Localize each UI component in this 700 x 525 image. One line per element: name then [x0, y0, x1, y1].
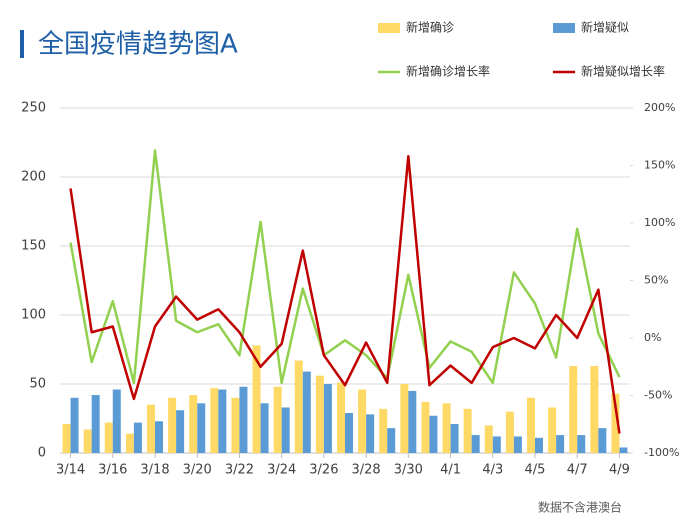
- bar: [231, 397, 240, 453]
- line: [69, 155, 621, 434]
- bar: [598, 428, 607, 453]
- bar: [260, 403, 269, 453]
- y2-tick-label: -100%: [644, 446, 679, 459]
- x-tick-label: 3/14: [56, 463, 85, 478]
- bar: [273, 386, 282, 453]
- x-tick-label: 3/24: [267, 463, 296, 478]
- bar: [548, 407, 557, 453]
- bar: [345, 412, 353, 453]
- x-tick-label: 4/7: [567, 463, 588, 478]
- bar: [210, 388, 219, 453]
- bar: [218, 389, 227, 453]
- bar: [471, 435, 480, 453]
- bar: [358, 389, 367, 453]
- y-tick-label: 250: [21, 101, 46, 116]
- y2-tick-label: 200%: [644, 101, 675, 114]
- bar: [62, 424, 71, 453]
- bar: [125, 433, 134, 453]
- x-tick-label: 3/16: [98, 463, 127, 478]
- y2-tick-label: 100%: [644, 216, 675, 229]
- bar: [429, 415, 438, 453]
- legend-swatch: [378, 23, 400, 33]
- bar: [197, 403, 206, 453]
- y-tick-label: 150: [21, 239, 46, 254]
- bar: [505, 411, 514, 453]
- bar: [315, 375, 324, 453]
- y2-tick-label: 150%: [644, 159, 675, 172]
- bar: [112, 389, 121, 453]
- bar: [83, 429, 92, 453]
- x-tick-label: 3/28: [352, 463, 381, 478]
- legend-label: 新增疑似: [581, 20, 629, 35]
- y2-tick-label: 50%: [644, 274, 668, 287]
- x-tick-label: 3/22: [225, 463, 254, 478]
- legend-label: 新增确诊: [406, 20, 454, 35]
- y-tick-label: 0: [38, 446, 46, 461]
- legend-label: 新增确诊增长率: [406, 64, 490, 79]
- bar: [556, 435, 565, 453]
- bar: [147, 404, 155, 453]
- bar: [463, 408, 472, 453]
- bar: [408, 390, 417, 453]
- x-tick-label: 3/20: [183, 463, 212, 478]
- bar: [611, 393, 620, 453]
- y2-tick-label: -50%: [644, 389, 672, 402]
- chart-title: 全国疫情趋势图A: [38, 30, 238, 60]
- bar: [569, 366, 578, 453]
- bar: [379, 408, 388, 453]
- bar: [176, 410, 185, 453]
- bar: [513, 436, 522, 453]
- bar: [168, 397, 177, 453]
- legend-label: 新增疑似增长率: [581, 64, 665, 79]
- bar: [252, 345, 261, 453]
- bar: [189, 395, 198, 453]
- x-tick-label: 4/3: [482, 463, 503, 478]
- bar: [155, 421, 163, 453]
- bar: [387, 428, 396, 453]
- bar: [323, 384, 332, 453]
- bar: [590, 366, 599, 453]
- bar: [366, 414, 375, 453]
- x-tick-label: 3/30: [394, 463, 423, 478]
- bar: [294, 360, 303, 453]
- y2-tick-label: 0%: [644, 331, 661, 344]
- bar: [484, 425, 493, 453]
- note: 数据不含港澳台: [538, 500, 622, 515]
- bar: [302, 371, 311, 453]
- line: [69, 149, 621, 385]
- bar: [421, 401, 430, 453]
- bar: [442, 403, 451, 453]
- bar: [104, 422, 113, 453]
- bar: [400, 384, 409, 453]
- title-accent: [20, 30, 24, 58]
- bar: [91, 395, 100, 453]
- bar: [70, 397, 79, 453]
- bar: [133, 422, 142, 453]
- bar: [281, 407, 290, 453]
- x-tick-label: 4/9: [609, 463, 630, 478]
- x-tick-label: 4/5: [525, 463, 546, 478]
- bar: [527, 397, 535, 453]
- x-tick-label: 3/18: [140, 463, 169, 478]
- y-tick-label: 100: [21, 308, 46, 323]
- bar: [450, 424, 459, 453]
- x-tick-label: 4/1: [440, 463, 461, 478]
- legend-swatch: [553, 23, 575, 33]
- bar: [619, 447, 628, 453]
- bar: [239, 386, 248, 453]
- y-tick-label: 200: [21, 170, 46, 185]
- bar: [492, 436, 501, 453]
- bar: [577, 435, 586, 453]
- x-tick-label: 3/26: [309, 463, 338, 478]
- bar: [535, 437, 543, 453]
- bar: [337, 382, 345, 453]
- y-tick-label: 50: [29, 377, 46, 392]
